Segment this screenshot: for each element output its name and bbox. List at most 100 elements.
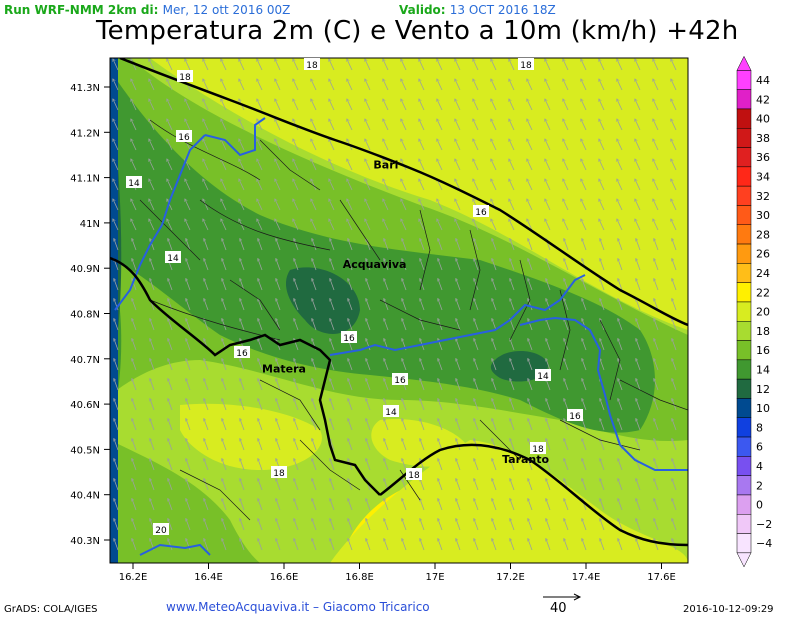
lon-tick-label: 17.6E — [647, 572, 676, 583]
lon-tick-label: 16.6E — [270, 572, 299, 583]
contour-labels: 181818161614141614161614161818182016 — [126, 58, 583, 536]
city-label: Taranto — [502, 453, 549, 466]
lon-tick-label: 17E — [425, 572, 444, 583]
lat-tick-label: 40.8N — [70, 310, 100, 321]
colorbar-label: 18 — [756, 325, 770, 338]
contour-label: 18 — [179, 73, 191, 83]
contour-label: 18 — [306, 61, 318, 71]
lat-tick-label: 40.9N — [70, 264, 100, 275]
lat-tick-label: 41N — [80, 219, 100, 230]
colorbar-swatch — [736, 301, 752, 322]
lon-tick-label: 16.4E — [194, 572, 223, 583]
contour-label: 14 — [128, 179, 140, 189]
colorbar-swatch — [736, 456, 752, 476]
colorbar-swatch — [736, 417, 752, 438]
contour-label: 20 — [155, 526, 167, 536]
colorbar-swatch — [736, 514, 752, 534]
colorbar-label: 30 — [756, 209, 770, 222]
lat-tick-label: 41.1N — [70, 174, 100, 185]
colorbar-label: 12 — [756, 383, 770, 396]
contour-label: 16 — [475, 208, 487, 218]
colorbar-label: 44 — [756, 74, 770, 87]
colorbar-label: 38 — [756, 132, 770, 145]
contour-label: 18 — [532, 445, 544, 455]
colorbar-swatch — [736, 263, 752, 283]
contour-label: 16 — [343, 334, 355, 344]
colorbar-swatch — [736, 185, 752, 206]
colorbar-label: 16 — [756, 344, 770, 357]
lat-tick-label: 40.5N — [70, 445, 100, 456]
colorbar-swatch — [736, 359, 752, 380]
colorbar-swatch — [736, 475, 752, 496]
colorbar-label: 10 — [756, 402, 770, 415]
run-info: Run WRF-NMM 2km di: Mer, 12 ott 2016 00Z — [4, 3, 290, 17]
footer-software: GrADS: COLA/IGES — [4, 604, 98, 615]
footer-timestamp: 2016-10-12-09:29 — [683, 604, 774, 615]
colorbar-label: 42 — [756, 93, 770, 106]
colorbar-swatch — [736, 378, 752, 399]
valid-info: Valido: 13 OCT 2016 18Z — [399, 3, 556, 17]
contour-label: 18 — [408, 471, 420, 481]
contour-label: 14 — [537, 372, 549, 382]
lon-tick-label: 17.4E — [572, 572, 601, 583]
contour-label: 14 — [385, 408, 397, 418]
valid-label: Valido: — [399, 3, 446, 17]
contour-label: 18 — [273, 469, 285, 479]
city-label: Acquaviva — [343, 258, 407, 271]
colorbar-swatch — [736, 340, 752, 361]
colorbar-label: 32 — [756, 190, 770, 203]
colorbar-swatch — [736, 108, 752, 129]
colorbar-swatch — [736, 533, 752, 554]
colorbar-label: 24 — [756, 267, 770, 280]
colorbar-label: −2 — [756, 518, 772, 531]
contour-label: 18 — [520, 61, 532, 71]
city-labels: Bari Acquaviva Matera Taranto — [262, 159, 550, 466]
lat-tick-label: 40.6N — [70, 400, 100, 411]
run-date: Mer, 12 ott 2016 00Z — [162, 3, 291, 17]
colorbar-label: 28 — [756, 228, 770, 241]
colorbar-swatch — [736, 243, 752, 264]
contour-label: 16 — [236, 349, 248, 359]
lon-tick-label: 17.2E — [496, 572, 525, 583]
contour-label: 16 — [394, 376, 406, 386]
colorbar-swatch — [736, 282, 752, 303]
lat-tick-label: 41.3N — [70, 83, 100, 94]
colorbar-label: 14 — [756, 364, 770, 377]
colorbar-label: 4 — [756, 460, 763, 473]
lat-tick-label: 40.7N — [70, 355, 100, 366]
colorbar-swatch — [736, 494, 752, 515]
colorbar-swatch — [736, 128, 752, 148]
colorbar-swatch — [736, 321, 752, 341]
colorbar-label: 40 — [756, 113, 770, 126]
contour-label: 16 — [178, 133, 190, 143]
lon-tick-label: 16.2E — [119, 572, 148, 583]
colorbar-swatch — [736, 224, 752, 245]
wind-reference-arrow-icon — [543, 593, 582, 601]
run-label: Run WRF-NMM 2km di: — [4, 3, 159, 17]
lon-tick-label: 16.8E — [345, 572, 374, 583]
colorbar-swatch — [736, 398, 752, 419]
colorbar-label: 36 — [756, 151, 770, 164]
colorbar-swatch — [736, 166, 752, 187]
colorbar-label: 8 — [756, 421, 763, 434]
temperature-colorbar: 4442403836343230282624222018161412108642… — [736, 55, 772, 568]
colorbar-label: 2 — [756, 479, 763, 492]
boundaries — [110, 58, 688, 556]
colorbar-label: −4 — [756, 537, 772, 550]
colorbar-label: 0 — [756, 499, 763, 512]
contour-label: 16 — [569, 412, 581, 422]
lat-tick-label: 40.4N — [70, 491, 100, 502]
valid-date: 13 OCT 2016 18Z — [449, 3, 556, 17]
footer-credit: www.MeteoAcquaviva.it – Giacomo Tricaric… — [166, 600, 430, 614]
colorbar-label: 26 — [756, 248, 770, 261]
colorbar-swatch — [736, 205, 752, 225]
colorbar-swatch — [736, 89, 752, 110]
city-label: Matera — [262, 362, 306, 375]
colorbar-label: 22 — [756, 286, 770, 299]
lat-tick-label: 40.3N — [70, 536, 100, 547]
plot-frame — [109, 57, 689, 564]
colorbar-label: 20 — [756, 306, 770, 319]
colorbar-swatch — [736, 147, 752, 168]
wind-reference-value: 40 — [550, 601, 567, 616]
